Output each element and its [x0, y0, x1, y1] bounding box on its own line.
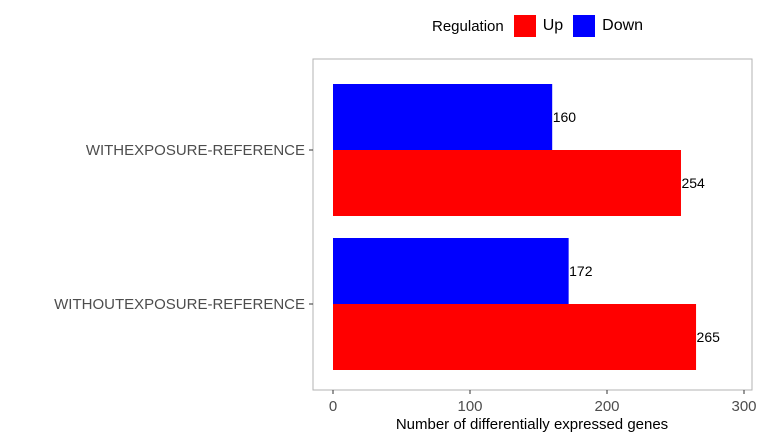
legend: Regulation Up Down [432, 14, 653, 38]
data-label-down-1: 172 [569, 263, 593, 279]
category-label-1: WITHOUTEXPOSURE-REFERENCE [54, 296, 305, 313]
x-tick-label-1: 100 [457, 398, 482, 415]
x-tick-label-2: 200 [594, 398, 619, 415]
x-tick-label-3: 300 [731, 398, 756, 415]
bar-up-1 [333, 304, 697, 370]
legend-key-down [573, 15, 596, 37]
plot-panel [312, 58, 753, 391]
bar-down-1 [333, 238, 569, 304]
bar-down-0 [333, 84, 553, 150]
x-axis-title: Number of differentially expressed genes [396, 416, 668, 433]
legend-label-up: Up [542, 17, 564, 34]
legend-key-up [513, 15, 536, 37]
legend-label-down: Down [602, 17, 644, 34]
data-label-up-1: 265 [697, 329, 721, 345]
legend-title: Regulation [432, 17, 504, 35]
category-label-0: WITHEXPOSURE-REFERENCE [86, 142, 305, 159]
x-tick-label-0: 0 [329, 398, 337, 415]
data-label-up-0: 254 [681, 175, 705, 191]
data-label-down-0: 160 [553, 109, 577, 125]
bar-up-0 [333, 150, 681, 216]
